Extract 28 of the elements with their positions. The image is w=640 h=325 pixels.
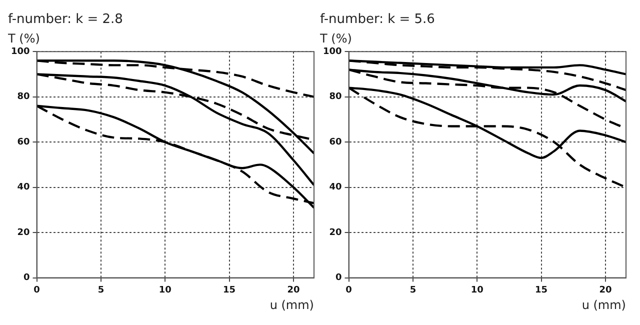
x-tick-label: 15 (535, 286, 548, 296)
x-axis-title: u (mm) (582, 298, 626, 312)
y-tick-label: 20 (329, 228, 342, 238)
y-axis-title: T (%) (319, 32, 352, 46)
x-tick-label: 15 (223, 286, 236, 296)
x-tick-label: 10 (470, 286, 484, 296)
y-tick-label: 0 (24, 273, 30, 284)
x-tick-label: 10 (158, 286, 172, 296)
y-tick-label: 80 (17, 92, 30, 102)
y-tick-label: 0 (336, 273, 342, 284)
y-tick-label: 60 (329, 137, 342, 148)
y-axis-title: T (%) (7, 32, 40, 46)
x-tick-label: 0 (346, 286, 352, 296)
y-tick-label: 80 (329, 92, 342, 102)
x-tick-label: 5 (98, 286, 104, 296)
y-tick-label: 40 (329, 182, 342, 193)
y-tick-label: 100 (322, 46, 342, 57)
y-tick-label: 40 (17, 182, 30, 193)
chart-title: f-number: k = 2.8 (8, 12, 123, 28)
y-tick-label: 60 (17, 137, 30, 148)
x-tick-label: 5 (410, 286, 416, 296)
x-tick-label: 20 (599, 286, 612, 296)
y-tick-label: 20 (17, 228, 30, 238)
chart-title: f-number: k = 5.6 (320, 12, 435, 28)
x-tick-label: 20 (287, 286, 300, 296)
x-axis-title: u (mm) (270, 298, 314, 312)
x-tick-label: 0 (34, 286, 40, 296)
y-tick-label: 100 (10, 46, 30, 57)
